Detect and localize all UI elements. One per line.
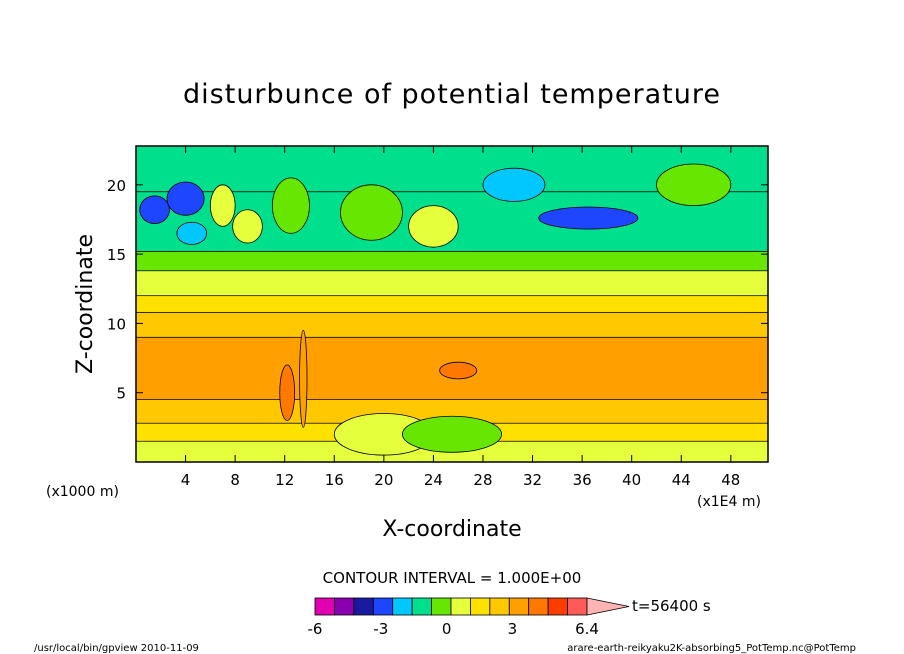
colorbar-labels: -6 -3 0 3 6.4: [308, 620, 599, 638]
contour-plot-area: [136, 146, 768, 462]
colorbar-swatch: [353, 597, 374, 616]
footer-right: arare-earth-reikyaku2K-absorbing5_PotTem…: [567, 643, 856, 654]
x-unit-left: (x1000 m): [46, 484, 119, 500]
x-tick-label: 40: [622, 471, 641, 489]
x-tick-label: 44: [672, 471, 691, 489]
y-axis-label: Z-coordinate: [73, 234, 98, 374]
y-tick-label: 15: [107, 246, 126, 264]
contour-band-5: [136, 295, 768, 313]
contour-region-9: [538, 206, 639, 230]
chart-title: disturbunce of potential temperature: [183, 79, 721, 110]
contour-region-0: [139, 195, 170, 225]
colorbar-swatch: [470, 597, 491, 616]
colorbar: [314, 597, 630, 616]
colorbar-swatch: [489, 597, 510, 616]
contour-band-6: [136, 270, 768, 297]
colorbar-swatch: [334, 597, 355, 616]
x-tick-label: 48: [721, 471, 740, 489]
x-tick-label: 36: [573, 471, 592, 489]
footer-left: /usr/local/bin/gpview 2010-11-09: [34, 643, 199, 654]
x-tick-label: 4: [181, 471, 191, 489]
contour-region-5: [271, 177, 310, 234]
contour-region-6: [340, 184, 403, 241]
y-tick-label: 10: [107, 315, 126, 333]
contour-region-10: [656, 163, 732, 206]
contour-region-3: [209, 184, 236, 227]
colorbar-label: 3: [508, 620, 518, 638]
contour-region-1: [166, 181, 205, 216]
contour-band-4: [136, 311, 768, 338]
colorbar-swatch: [547, 597, 568, 616]
time-label: t=56400 s: [632, 597, 711, 615]
colorbar-label: 6.4: [575, 620, 599, 638]
colorbar-label: -6: [308, 620, 323, 638]
colorbar-swatch: [314, 597, 335, 616]
x-tick-label: 28: [473, 471, 492, 489]
colorbar-swatch: [508, 597, 530, 616]
colorbar-extend-arrow: [586, 597, 630, 616]
colorbar-swatch: [450, 597, 471, 616]
x-tick-label: 12: [275, 471, 294, 489]
contour-region-15: [402, 415, 502, 453]
x-tick-label: 32: [523, 471, 542, 489]
x-axis-ticks: 4 8 12 16 20 24 28 32 36 40 44 48: [181, 146, 740, 489]
y-axis-ticks: 5 10 15 20: [107, 177, 768, 403]
contour-interval: CONTOUR INTERVAL = 1.000E+00: [323, 569, 582, 587]
colorbar-swatch: [411, 597, 432, 616]
colorbar-swatch: [431, 597, 452, 616]
contour-region-13: [299, 329, 308, 428]
x-tick-label: 20: [374, 471, 393, 489]
contour-region-8: [482, 167, 546, 202]
contour-region-11: [439, 361, 478, 380]
contour-region-2: [176, 221, 208, 245]
x-tick-label: 8: [230, 471, 240, 489]
colorbar-swatch: [567, 597, 588, 616]
x-tick-label: 16: [325, 471, 344, 489]
x-tick-label: 24: [424, 471, 443, 489]
colorbar-swatch: [372, 597, 394, 616]
colorbar-swatch: [392, 597, 413, 616]
colorbar-label: 0: [442, 620, 452, 638]
contour-region-12: [279, 364, 296, 421]
x-axis-label: X-coordinate: [382, 517, 521, 542]
colorbar-label: -3: [373, 620, 388, 638]
plot-frame: [135, 145, 769, 463]
contour-region-4: [232, 209, 263, 244]
y-tick-label: 5: [116, 385, 126, 403]
contour-region-7: [408, 205, 459, 248]
x-unit-right: (x1E4 m): [697, 494, 761, 510]
y-tick-label: 20: [107, 177, 126, 195]
colorbar-swatch: [528, 597, 549, 616]
contour-band-7: [136, 250, 768, 272]
